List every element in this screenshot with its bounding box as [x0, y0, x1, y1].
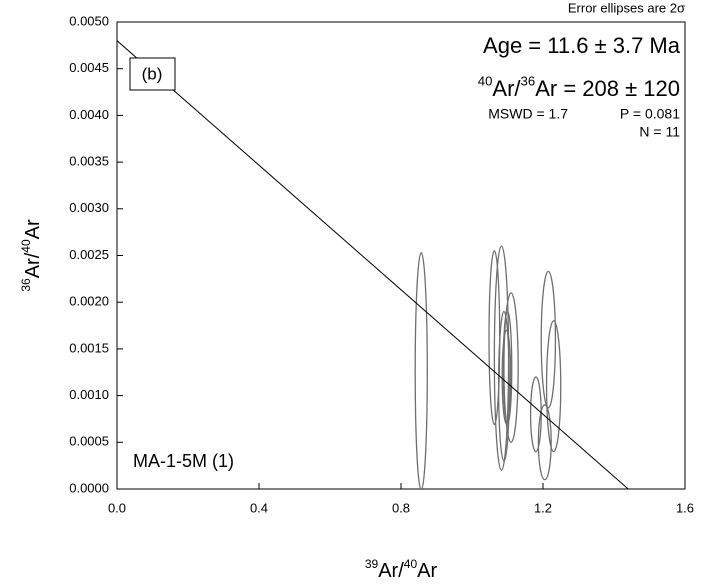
- error-ellipse: [529, 376, 542, 453]
- isochron-line: [117, 40, 629, 489]
- y-tick-label: 0.0010: [69, 387, 109, 402]
- error-ellipse: [545, 320, 562, 453]
- error-ellipse: [502, 310, 513, 425]
- age: Age = 11.6 ± 3.7 Ma: [483, 33, 681, 58]
- x-label-parts: 39Ar/40Ar: [365, 557, 438, 582]
- error-ellipse: [493, 245, 510, 471]
- n: N = 11: [639, 124, 680, 140]
- x-tick-label: 1.6: [676, 500, 694, 515]
- label-part: Ar/: [492, 76, 521, 101]
- y-tick-label: 0.0005: [69, 434, 109, 449]
- x-tick-label: 0.0: [108, 500, 126, 515]
- y-tick-label: 0.0000: [69, 480, 109, 495]
- superscript: 36: [521, 74, 536, 89]
- superscript: 39: [365, 557, 379, 571]
- p-value: P = 0.081: [620, 106, 680, 122]
- note: Error ellipses are 2σ: [568, 0, 685, 15]
- y-tick-label: 0.0045: [69, 60, 109, 75]
- label-part: Ar/: [22, 252, 44, 278]
- error-ellipse: [501, 329, 512, 425]
- superscript: 40: [19, 239, 33, 253]
- label-part: Ar/: [378, 560, 404, 582]
- label-part: Ar: [22, 219, 44, 239]
- x-tick-label: 1.2: [534, 500, 552, 515]
- superscript: 36: [19, 278, 33, 292]
- label-part: Ar: [417, 560, 437, 582]
- y-tick-label: 0.0015: [69, 340, 109, 355]
- y-tick-label: 0.0020: [69, 294, 109, 309]
- y-tick-label: 0.0035: [69, 154, 109, 169]
- ratio-parts: 40Ar/36Ar = 208 ± 120: [478, 74, 680, 101]
- y-tick-label: 0.0040: [69, 107, 109, 122]
- superscript: 40: [404, 557, 418, 571]
- error-ellipse: [497, 310, 510, 462]
- sample: MA-1-5M (1): [133, 451, 234, 471]
- x-tick-label: 0.8: [392, 500, 410, 515]
- mswd: MSWD = 1.7: [488, 106, 568, 122]
- panel-box: [129, 57, 176, 91]
- y-tick-label: 0.0025: [69, 247, 109, 262]
- error-ellipse: [540, 270, 557, 409]
- superscript: 40: [478, 74, 493, 89]
- error-ellipse: [537, 404, 552, 481]
- error-ellipse: [503, 292, 519, 443]
- y-label-parts: 36Ar/40Ar: [19, 219, 44, 292]
- label-part: Ar = 208 ± 120: [535, 76, 680, 101]
- panel-label: (b): [142, 64, 163, 83]
- y-tick-label: 0.0030: [69, 200, 109, 215]
- error-ellipse: [414, 252, 428, 489]
- x-tick-label: 0.4: [250, 500, 268, 515]
- y-tick-label: 0.0050: [69, 13, 109, 28]
